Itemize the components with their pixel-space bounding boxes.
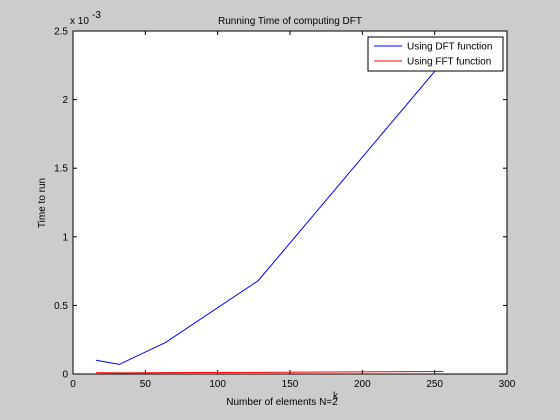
legend-label-dft: Using DFT function bbox=[407, 42, 492, 53]
legend-label-fft: Using FFT function bbox=[407, 57, 491, 68]
y-tick-label: 2 bbox=[62, 95, 68, 106]
y-tick-label: 0.5 bbox=[54, 301, 68, 312]
legend-box bbox=[367, 36, 504, 72]
series-line-dft bbox=[96, 60, 444, 365]
plot-area bbox=[72, 30, 508, 375]
y-tick-label: 2.5 bbox=[54, 27, 68, 38]
y-tick-label: 0 bbox=[62, 370, 68, 381]
y-tick-label: 1.5 bbox=[54, 164, 68, 175]
series-layer bbox=[96, 60, 444, 374]
y-axis-label: Time to run bbox=[37, 178, 48, 228]
series-line-fft bbox=[96, 371, 444, 374]
x-tick-label: 100 bbox=[209, 379, 226, 390]
x-axis-label-superscript: k bbox=[333, 391, 339, 402]
y-tick-label: 1 bbox=[62, 232, 68, 243]
x-tick-label: 50 bbox=[140, 379, 152, 390]
x-tick-label: 250 bbox=[426, 379, 443, 390]
y-exponent-power: -3 bbox=[92, 10, 101, 21]
y-exponent-base: x 10 bbox=[70, 16, 89, 27]
x-tick-label: 150 bbox=[282, 379, 299, 390]
x-tick-label: 300 bbox=[499, 379, 516, 390]
y-axis-ticks: 0 0.5 1 1.5 2 2.5 bbox=[54, 27, 507, 381]
legend: Using DFT function Using FFT function bbox=[367, 36, 504, 72]
x-tick-label: 200 bbox=[354, 379, 371, 390]
x-axis-label: Number of elements N=2 bbox=[226, 397, 338, 408]
x-tick-label: 0 bbox=[70, 379, 76, 390]
x-axis-ticks: 0 50 100 150 200 250 300 bbox=[70, 31, 516, 390]
chart-title: Running Time of computing DFT bbox=[218, 16, 362, 27]
